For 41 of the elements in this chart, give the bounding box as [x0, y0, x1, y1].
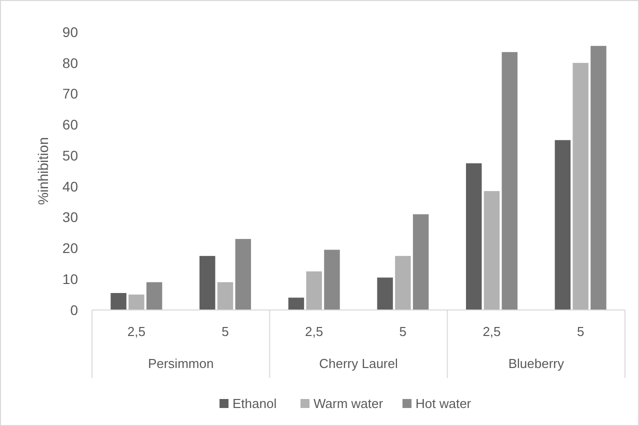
y-tick-label: 90 [62, 24, 78, 40]
bar [128, 294, 144, 310]
x-tick-label: 5 [222, 324, 229, 339]
y-tick-label: 40 [62, 178, 78, 194]
bar [590, 46, 606, 310]
y-tick-label: 80 [62, 54, 78, 71]
x-tick-label: 5 [576, 324, 584, 339]
legend-label: Hot water [416, 396, 472, 411]
bar [146, 282, 162, 310]
text: Blueberry [508, 356, 564, 371]
bar [377, 278, 393, 310]
bar [110, 293, 126, 310]
text: Cherry Laurel [319, 356, 398, 371]
text: Persimmon [148, 356, 214, 371]
bar [412, 214, 429, 310]
bar [554, 140, 571, 310]
bar [306, 271, 322, 310]
bar [484, 191, 500, 310]
y-tick-label: 70 [62, 86, 78, 102]
y-tick-label: 50 [62, 147, 78, 164]
y-tick-label: 30 [62, 209, 78, 226]
bar [572, 62, 588, 310]
bar [466, 163, 482, 310]
y-tick-label: 60 [62, 116, 78, 133]
bar [235, 238, 252, 310]
bar [288, 298, 304, 310]
y-tick-label: 20 [62, 240, 78, 256]
bar [324, 250, 340, 310]
y-tick-label: 10 [62, 271, 78, 288]
bar [395, 256, 411, 310]
x-tick-label: 2,5 [305, 324, 324, 339]
bar [502, 52, 518, 310]
x-tick-label: 2,5 [127, 324, 146, 339]
legend-label: Warm water [314, 396, 384, 411]
x-tick-label: 2,5 [482, 324, 501, 339]
y-axis-title: %inhibition [35, 137, 51, 205]
x-tick-label: 5 [399, 324, 407, 339]
bar [217, 282, 234, 310]
bar [199, 256, 216, 310]
y-tick-label: 0 [70, 302, 78, 318]
legend-label: Ethanol [232, 396, 277, 411]
